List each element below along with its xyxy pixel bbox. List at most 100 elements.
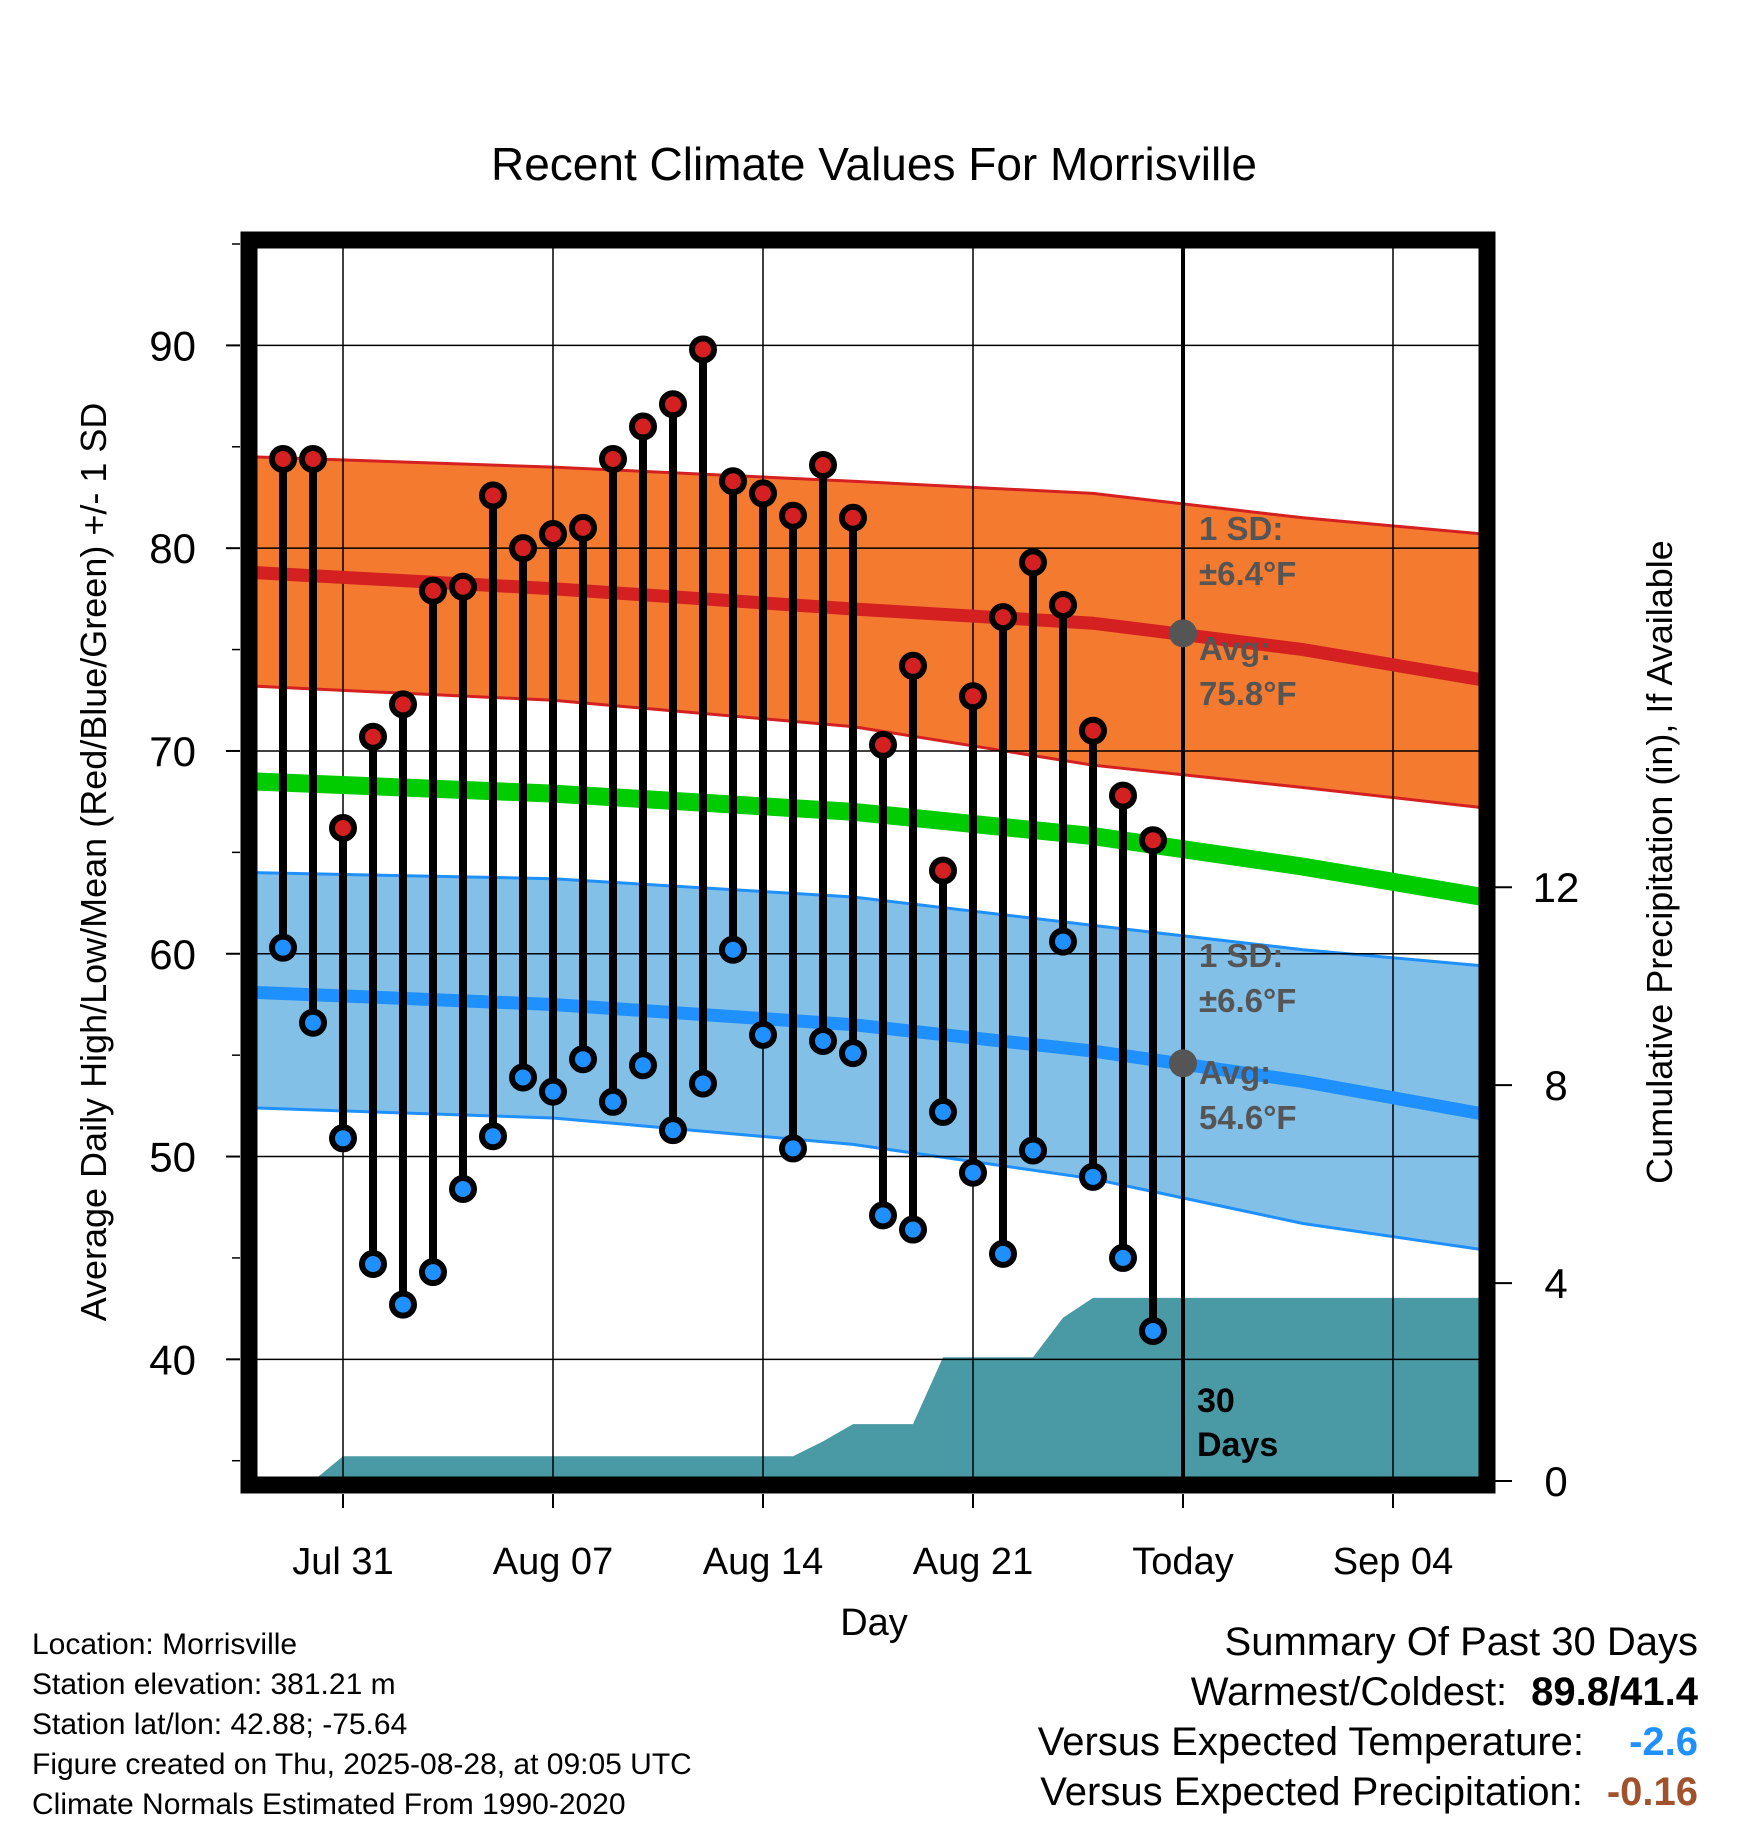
latlon-text: Station lat/lon: 42.88; -75.64 (32, 1708, 408, 1741)
low-point (359, 1250, 387, 1279)
x-tick-label: Jul 31 (292, 1541, 393, 1583)
high-point (509, 534, 537, 563)
warmest-value: 89.8/41.4 (1531, 1670, 1698, 1714)
low-point (1109, 1243, 1137, 1272)
station-info: Location: Morrisville Station elevation:… (32, 1625, 692, 1825)
low-sd-label: 1 SD: (1199, 937, 1283, 974)
low-avg-value: 54.6°F (1199, 1099, 1297, 1136)
days-word-label: Days (1197, 1426, 1278, 1464)
x-tick-label: Today (1132, 1541, 1233, 1583)
high-point (929, 856, 957, 885)
y-tick-label: 50 (149, 1134, 196, 1181)
high-point (269, 444, 297, 473)
low-point (479, 1122, 507, 1151)
high-point (479, 481, 507, 510)
low-point (839, 1039, 867, 1068)
y-tick-label: 60 (149, 931, 196, 978)
high-point (359, 722, 387, 751)
low-point (959, 1158, 987, 1187)
high-avg-label: Avg: (1199, 630, 1271, 667)
temp-row: Versus Expected Temperature: -2.6 (798, 1720, 1698, 1770)
high-point (689, 335, 717, 364)
temp-value: -2.6 (1629, 1720, 1698, 1764)
high-avg-value: 75.8°F (1199, 675, 1297, 712)
location-text: Location: Morrisville (32, 1628, 298, 1661)
temp-label: Versus Expected Temperature: (1037, 1720, 1584, 1764)
plot-content (253, 244, 1483, 1481)
high-point (389, 690, 417, 719)
y-tick-label: 40 (149, 1336, 196, 1383)
plot-area: 1 SD: ±6.4°F Avg: 75.8°F 1 SD: ±6.6°F Avg: 54.6… (149, 231, 1580, 1583)
low-point (419, 1258, 447, 1287)
low-point (299, 1008, 327, 1037)
x-tick-label: Sep 04 (1333, 1541, 1453, 1583)
high-point (719, 467, 747, 496)
y2-tick-label: 8 (1544, 1062, 1567, 1109)
low-point (629, 1051, 657, 1080)
high-point (1139, 826, 1167, 855)
low-point (899, 1215, 927, 1244)
precip-value: -0.16 (1606, 1770, 1698, 1814)
low-point (1139, 1316, 1167, 1345)
warmest-label: Warmest/Coldest: (1190, 1670, 1508, 1714)
high-point (659, 390, 687, 419)
high-point (449, 572, 477, 601)
low-point (989, 1239, 1017, 1268)
elevation-text: Station elevation: 381.21 m (32, 1668, 396, 1701)
y-tick-label: 70 (149, 728, 196, 775)
high-point (809, 451, 837, 480)
low-point (539, 1077, 567, 1106)
y-tick-label: 80 (149, 525, 196, 572)
high-point (329, 814, 357, 843)
y2-axis-title: Cumulative Precipitation (in), If Availa… (1639, 540, 1680, 1184)
high-point (599, 444, 627, 473)
high-point (749, 479, 777, 508)
high-sd-band (253, 456, 1483, 808)
x-tick-label: Aug 21 (913, 1541, 1033, 1583)
low-point (809, 1026, 837, 1055)
precip-row: Versus Expected Precipitation: -0.16 (798, 1770, 1698, 1820)
low-point (269, 933, 297, 962)
high-normal-line (253, 566, 1483, 687)
low-point (1079, 1162, 1107, 1191)
normals-text: Climate Normals Estimated From 1990-2020 (32, 1788, 626, 1821)
high-point (959, 682, 987, 711)
high-point (539, 519, 567, 548)
low-point (329, 1124, 357, 1153)
warmest-row: Warmest/Coldest: 89.8/41.4 (798, 1670, 1698, 1720)
plot-frame (240, 231, 1496, 1494)
high-point (1079, 716, 1107, 745)
precip-area (313, 1297, 1483, 1481)
high-point (839, 503, 867, 532)
x-tick-label: Aug 07 (493, 1541, 613, 1583)
high-point (1019, 548, 1047, 577)
x-tick-label: Aug 14 (703, 1541, 823, 1583)
low-point (659, 1116, 687, 1145)
low-point (1049, 927, 1077, 956)
y2-tick-label: 0 (1544, 1458, 1567, 1505)
low-sd-band (253, 872, 1483, 1250)
precip-label: Versus Expected Precipitation: (1040, 1770, 1583, 1814)
high-point (779, 501, 807, 530)
chart-title: Recent Climate Values For Morrisville (491, 138, 1257, 190)
y-tick-label: 90 (149, 322, 196, 369)
high-point (419, 576, 447, 605)
low-point (689, 1069, 717, 1098)
y2-tick-label: 4 (1544, 1260, 1567, 1307)
low-point (509, 1063, 537, 1092)
low-point (599, 1087, 627, 1116)
high-point (869, 730, 897, 759)
low-point (779, 1134, 807, 1163)
high-point (1109, 781, 1137, 810)
high-point (299, 444, 327, 473)
low-point (929, 1097, 957, 1126)
created-text: Figure created on Thu, 2025-08-28, at 09… (32, 1748, 692, 1781)
low-point (449, 1174, 477, 1203)
high-point (989, 603, 1017, 632)
low-point (869, 1201, 897, 1230)
low-point (389, 1290, 417, 1319)
y2-tick-label: 12 (1533, 864, 1580, 911)
summary-title: Summary Of Past 30 Days (1224, 1620, 1698, 1664)
high-sd-label: 1 SD: (1199, 510, 1283, 547)
